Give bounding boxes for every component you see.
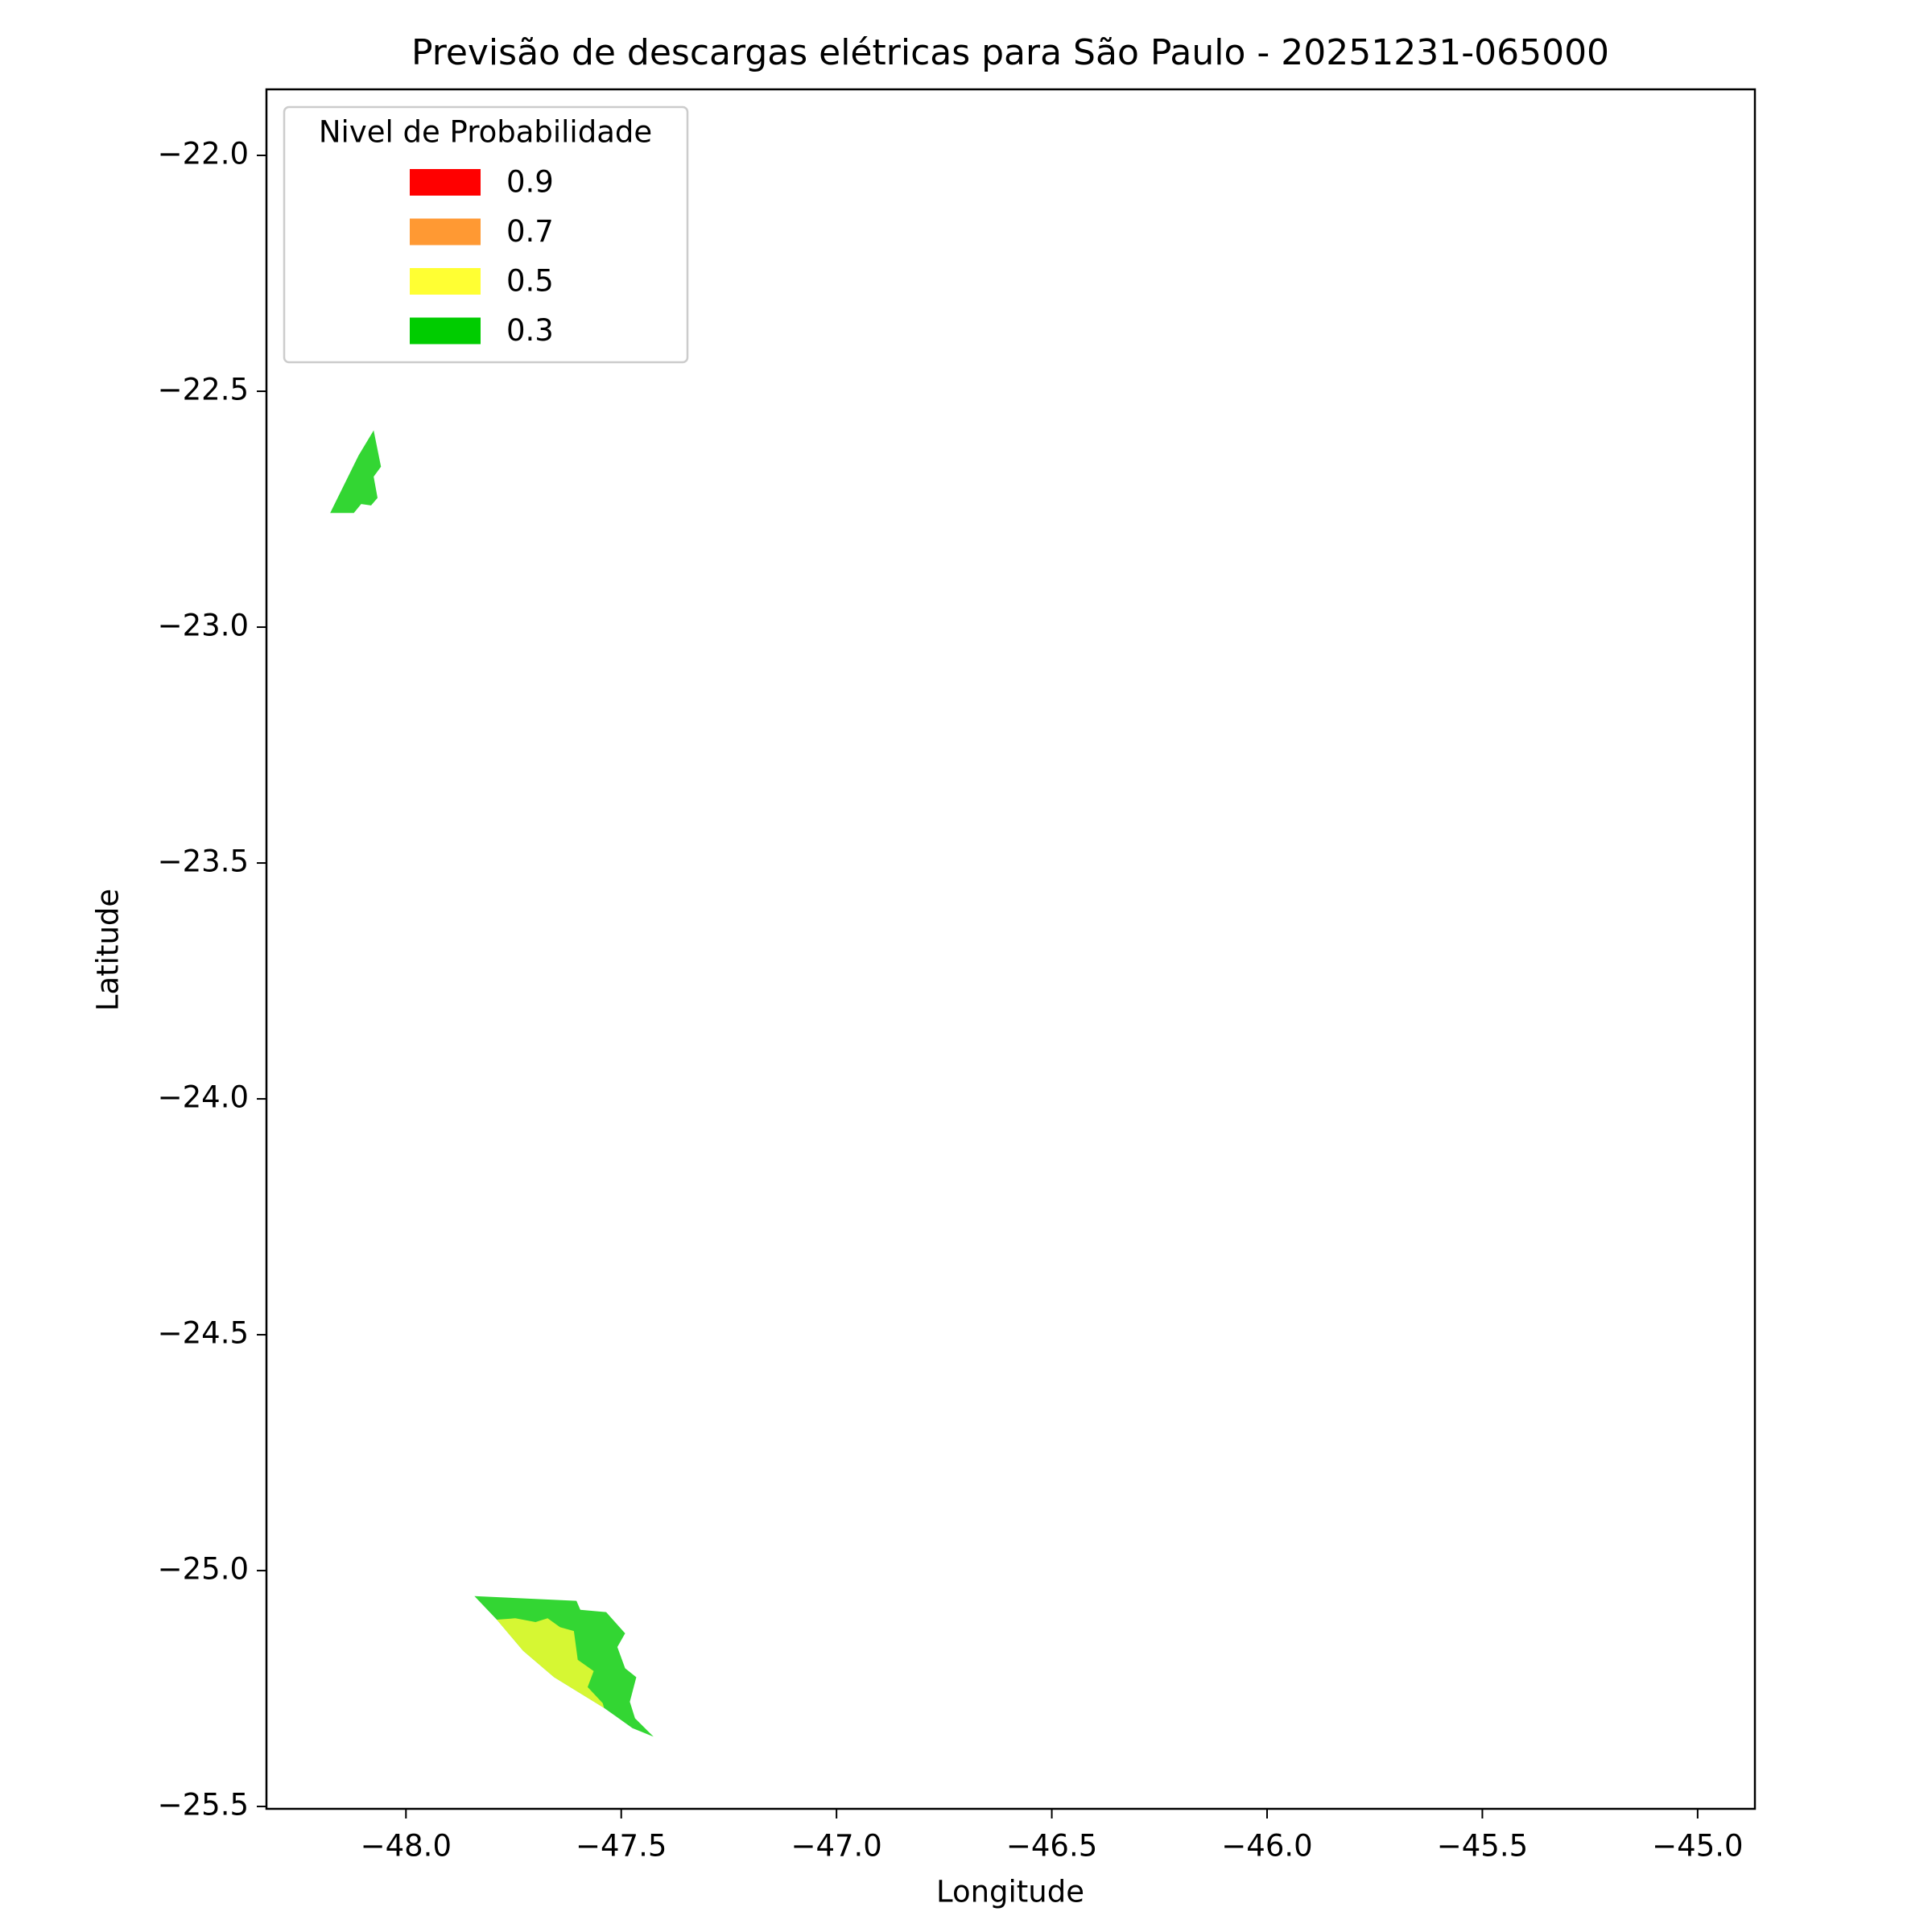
legend-box: [283, 105, 689, 364]
y-tick-label: −22.0: [158, 137, 249, 171]
probability-area: [330, 430, 382, 514]
x-tick-label: −45.5: [1437, 1829, 1528, 1864]
legend-swatch: [410, 218, 481, 246]
x-axis-label: Longitude: [936, 1875, 1084, 1909]
legend: Nivel de Probabilidade 0.9 0.7 0.5 0.3: [283, 105, 689, 364]
y-tick-label: −25.0: [158, 1552, 249, 1587]
legend-title: Nivel de Probabilidade: [319, 115, 652, 150]
x-tick-label: −47.0: [791, 1829, 881, 1864]
y-tick-label: −24.5: [158, 1316, 249, 1351]
y-tick-label: −25.5: [158, 1788, 249, 1823]
legend-label: 0.3: [506, 313, 554, 348]
legend-swatch: [410, 268, 481, 295]
x-tick-label: −46.5: [1006, 1829, 1097, 1864]
x-tick-label: −45.0: [1652, 1829, 1743, 1864]
legend-label: 0.7: [506, 214, 554, 249]
y-tick-label: −23.0: [158, 609, 249, 643]
legend-swatch: [410, 317, 481, 345]
y-tick-label: −22.5: [158, 373, 249, 407]
legend-label: 0.9: [506, 165, 554, 200]
chart-title: Previsão de descargas elétricas para São…: [411, 32, 1609, 73]
x-tick-label: −46.0: [1221, 1829, 1312, 1864]
x-tick-label: −47.5: [576, 1829, 667, 1864]
plot-frame: [265, 88, 1757, 1810]
legend-label: 0.5: [506, 264, 554, 299]
legend-swatch: [410, 169, 481, 196]
y-tick-label: −23.5: [158, 844, 249, 879]
x-tick-label: −48.0: [361, 1829, 452, 1864]
y-axis-label: Latitude: [91, 889, 126, 1011]
y-tick-label: −24.0: [158, 1080, 249, 1115]
probability-area: [497, 1618, 605, 1708]
